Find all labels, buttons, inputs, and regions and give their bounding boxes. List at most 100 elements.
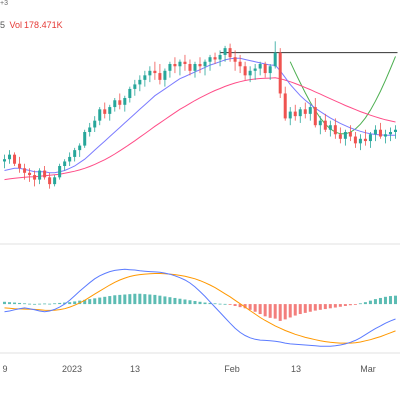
macd-histogram-bar — [153, 294, 157, 305]
candle-body — [358, 138, 362, 144]
candle-body — [243, 66, 247, 76]
macd-histogram-bar — [73, 301, 77, 305]
candle-body — [333, 125, 337, 135]
candle-body — [283, 93, 287, 119]
macd-histogram-bar — [393, 295, 397, 305]
macd-histogram-bar — [53, 303, 57, 305]
macd-histogram-bar — [93, 298, 97, 305]
time-axis-label: Mar — [360, 364, 376, 374]
candle-body — [263, 64, 267, 74]
macd-histogram-bar — [248, 304, 252, 310]
macd-pane — [3, 268, 397, 347]
candle-body — [18, 163, 22, 169]
candle-body — [13, 154, 17, 164]
price-pane — [3, 41, 398, 189]
macd-histogram-bar — [338, 304, 342, 307]
time-axis-label: 2023 — [62, 364, 82, 374]
candle-body — [123, 98, 127, 105]
time-axis-label: 13 — [130, 364, 140, 374]
candle-body — [308, 107, 312, 114]
top-fragment-label: +3 — [0, 0, 8, 7]
candle-body — [158, 73, 162, 80]
candle-body — [168, 64, 172, 71]
macd-histogram-bar — [3, 301, 7, 305]
macd-histogram-bar — [258, 304, 262, 315]
time-axis-label: 13 — [291, 364, 301, 374]
candle-body — [228, 48, 232, 58]
macd-histogram-bar — [113, 295, 117, 305]
candle-body — [143, 75, 147, 80]
candle-body — [38, 170, 42, 180]
candle-body — [178, 61, 182, 67]
macd-histogram-bar — [278, 304, 282, 321]
macd-histogram-bar — [298, 304, 302, 315]
candle-body — [388, 132, 392, 135]
macd-histogram-bar — [303, 304, 307, 313]
candle-body — [298, 109, 302, 117]
macd-histogram-bar — [143, 294, 147, 305]
candle-body — [33, 175, 37, 180]
macd-histogram-bar — [108, 296, 112, 305]
macd-histogram-bar — [348, 304, 352, 306]
time-axis: 9 2023 13 Feb 13 Mar — [2, 364, 375, 374]
candle-body — [3, 159, 7, 162]
macd-histogram-bar — [343, 304, 347, 306]
volume-label: Vol — [9, 20, 23, 30]
macd-histogram-bar — [273, 304, 277, 319]
candle-body — [318, 120, 322, 126]
candle-body — [8, 154, 12, 160]
macd-histogram-bar — [98, 297, 102, 305]
candle-body — [208, 57, 212, 62]
candle-body — [293, 111, 297, 117]
macd-histogram-bar — [223, 303, 227, 305]
macd-histogram-bar — [218, 303, 222, 305]
candle-body — [378, 129, 382, 137]
macd-histogram-bar — [198, 301, 202, 305]
macd-histogram-bar — [313, 304, 317, 311]
candle-body — [103, 109, 107, 114]
candle-body — [183, 61, 187, 64]
candle-body — [223, 48, 227, 55]
macd-histogram-bar — [138, 293, 142, 305]
macd-histogram-bar — [318, 304, 322, 310]
candle-body — [218, 54, 222, 60]
candle-body — [313, 107, 317, 126]
candle-body — [323, 120, 327, 130]
macd-histogram-bar — [178, 298, 182, 305]
candle-body — [83, 132, 87, 146]
macd-histogram-bar — [328, 304, 332, 309]
macd-histogram-bar — [163, 296, 167, 305]
macd-histogram-bar — [333, 304, 337, 308]
candle-body — [268, 66, 272, 74]
macd-histogram-bar — [233, 304, 237, 306]
candle-body — [93, 120, 97, 128]
candle-body — [383, 134, 387, 137]
macd-histogram-bar — [353, 304, 357, 305]
macd-signal-line — [4, 273, 396, 344]
macd-histogram-bar — [128, 294, 132, 305]
candle-body — [68, 156, 72, 162]
candle-body — [303, 109, 307, 114]
macd-histogram-bar — [28, 303, 32, 305]
candle-body — [348, 132, 352, 137]
candle-body — [188, 64, 192, 71]
macd-histogram-bar — [358, 303, 362, 305]
macd-histogram-bar — [183, 299, 187, 305]
macd-histogram-bar — [118, 294, 122, 305]
candle-body — [288, 111, 292, 119]
candle-body — [343, 132, 347, 139]
ma-fast-line — [4, 57, 396, 174]
macd-histogram-bar — [58, 302, 62, 305]
candle-body — [53, 177, 57, 185]
macd-histogram-bar — [88, 299, 92, 305]
candle-body — [23, 168, 27, 173]
macd-histogram-bar — [228, 304, 232, 305]
candle-body — [328, 125, 332, 130]
candle-body — [148, 70, 152, 76]
macd-histogram-bar — [83, 299, 87, 305]
macd-histogram-bar — [103, 296, 107, 305]
candle-body — [58, 166, 62, 178]
macd-histogram-bar — [173, 297, 177, 305]
candle-body — [368, 134, 372, 142]
candle-body — [233, 57, 237, 62]
